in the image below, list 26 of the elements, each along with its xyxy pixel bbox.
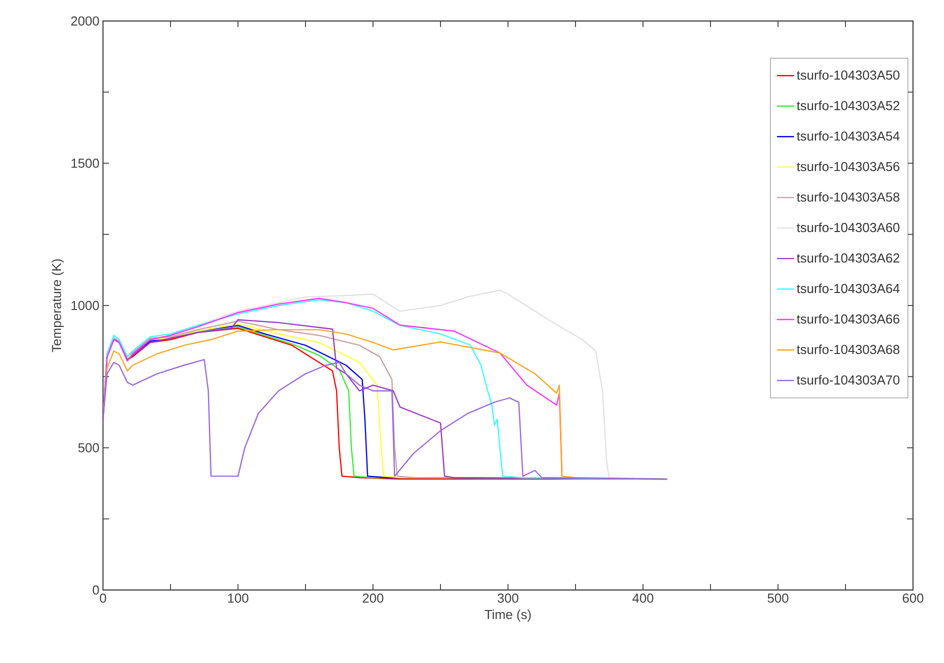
x-tick-label: 500: [768, 594, 788, 603]
legend-label: tsurfo-104303A60: [796, 222, 900, 232]
x-tick-label: 100: [228, 594, 248, 603]
y-tick-label: 2000: [71, 16, 99, 26]
y-axis-title: Temperature (K): [52, 259, 64, 352]
x-tick-label: 0: [100, 594, 106, 603]
legend-label: tsurfo-104303A64: [796, 284, 900, 294]
y-tick-label: 0: [92, 585, 99, 595]
legend-label: tsurfo-104303A50: [796, 70, 900, 80]
legend-label: tsurfo-104303A52: [796, 100, 900, 110]
legend-label: tsurfo-104303A70: [796, 375, 900, 385]
line-series: [103, 358, 668, 480]
x-axis-title: Time (s): [484, 610, 531, 622]
legend-label: tsurfo-104303A66: [796, 314, 900, 324]
y-tick-label: 500: [78, 443, 99, 452]
legend-label: tsurfo-104303A56: [796, 162, 900, 172]
x-tick-label: 600: [902, 594, 924, 603]
legend-label: tsurfo-104303A58: [796, 192, 900, 202]
x-tick-label: 300: [498, 594, 518, 603]
y-tick-label: 1500: [72, 158, 99, 168]
y-tick-label: 1000: [72, 300, 99, 310]
legend-label: tsurfo-104303A62: [796, 253, 900, 263]
legend-label: tsurfo-104303A68: [796, 344, 900, 354]
x-tick-label: 200: [362, 594, 384, 603]
legend-label: tsurfo-104303A54: [796, 131, 900, 141]
x-tick-label: 400: [632, 594, 654, 603]
